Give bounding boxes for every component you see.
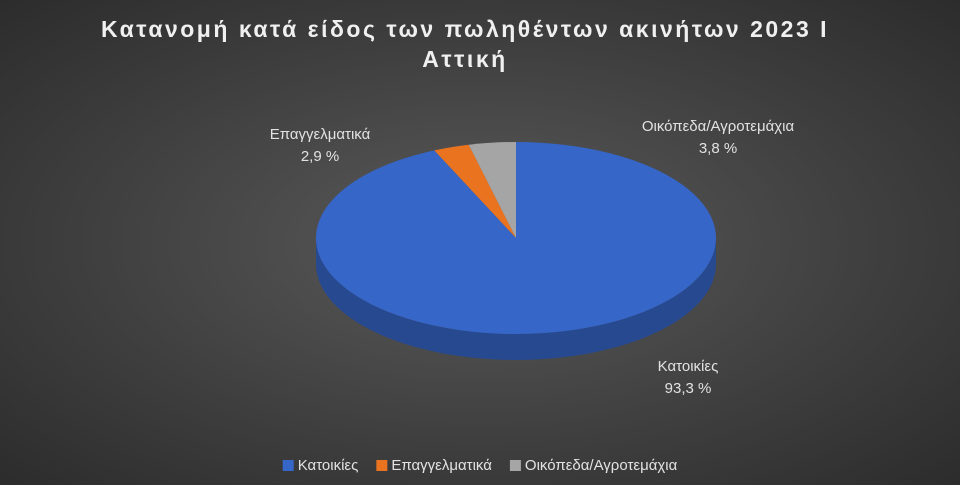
data-label-category: Επαγγελματικά <box>270 126 371 143</box>
data-label-value: 3,8 % <box>699 140 737 157</box>
data-label-value: 2,9 % <box>301 148 339 165</box>
data-label-category: Κατοικίες <box>658 358 719 375</box>
legend-label: Επαγγελματικά <box>391 457 492 474</box>
slice <box>434 144 516 238</box>
slice-side <box>316 238 716 360</box>
legend-label: Οικόπεδα/Αγροτεμάχια <box>525 457 678 474</box>
slice <box>315 142 716 335</box>
chart-title: Κατανομή κατά είδος των πωληθέντων ακινή… <box>100 16 830 72</box>
legend-label: Κατοικίες <box>298 457 359 474</box>
data-label-category: Οικόπεδα/Αγροτεμάχια <box>642 118 795 135</box>
legend-swatch <box>509 460 521 471</box>
data-label-value: 93,3 % <box>665 380 712 397</box>
slice <box>468 142 516 238</box>
legend-swatch <box>282 460 294 471</box>
legend-swatch <box>376 460 388 471</box>
